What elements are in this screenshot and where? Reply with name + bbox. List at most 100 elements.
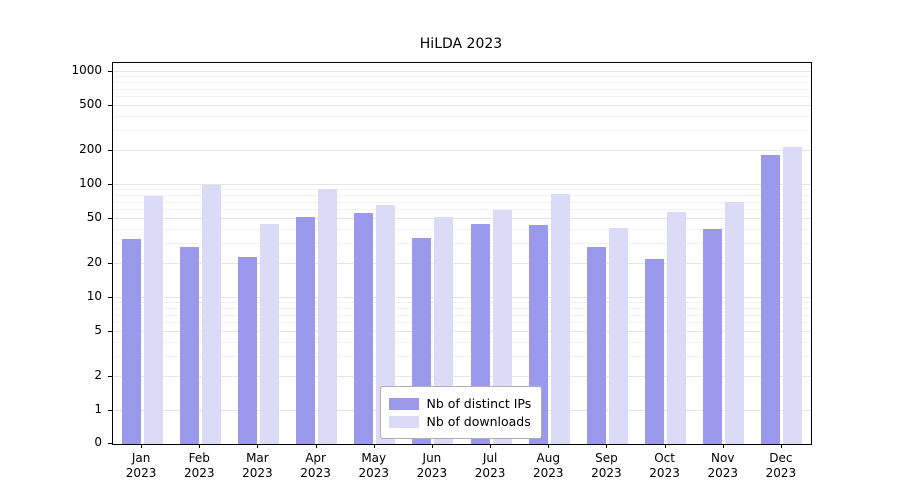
major-gridline (113, 184, 811, 185)
bar-distinct-ips (179, 247, 199, 444)
y-tick-mark (108, 149, 112, 151)
bar-distinct-ips (645, 259, 665, 444)
x-tick-year: 2023 (532, 466, 564, 480)
x-tick-month: Aug (536, 451, 560, 465)
major-gridline (113, 331, 811, 333)
minor-gridline (113, 341, 811, 343)
bar-downloads (201, 185, 221, 444)
minor-gridline (113, 189, 811, 191)
y-tick-label: 2 (94, 367, 102, 382)
bar-distinct-ips (354, 212, 374, 444)
x-tick-mark (431, 444, 433, 448)
x-tick-mark (199, 444, 201, 448)
major-gridline (113, 71, 811, 72)
y-tick-label: 10 (86, 289, 102, 303)
bar-distinct-ips (121, 239, 141, 444)
plot-area (112, 62, 812, 445)
bar-distinct-ips (586, 247, 606, 444)
y-tick-mark (108, 331, 112, 333)
legend-item: Nb of distinct IPs (388, 396, 532, 411)
x-tick-month: Dec (769, 451, 793, 465)
bar-downloads (259, 224, 279, 444)
x-tick-mark (780, 444, 782, 448)
x-tick-label: May 2023 (345, 451, 403, 481)
bar-downloads (667, 211, 687, 444)
x-tick-month: Nov (711, 451, 735, 465)
x-tick-year: 2023 (125, 466, 157, 480)
x-tick-label: Jul 2023 (461, 451, 519, 481)
y-tick-label: 1000 (71, 63, 102, 77)
minor-gridline (113, 115, 811, 117)
minor-gridline (113, 194, 811, 196)
x-tick-label: Jan 2023 (112, 451, 170, 481)
bar-distinct-ips (237, 257, 257, 444)
x-tick-label: Dec 2023 (752, 451, 810, 481)
legend-swatch (388, 397, 419, 410)
chart-title: HiLDA 2023 (419, 36, 503, 52)
bar-downloads (376, 204, 396, 444)
y-tick-mark (108, 375, 112, 377)
y-tick-label: 5 (94, 323, 102, 338)
y-tick-mark (108, 297, 112, 298)
bar-downloads (550, 194, 570, 444)
x-tick-label: Oct 2023 (636, 451, 694, 481)
major-gridline (113, 105, 811, 107)
x-tick-month: Mar (246, 451, 269, 465)
major-gridline (113, 149, 811, 151)
x-tick-label: Apr 2023 (287, 451, 345, 481)
legend: Nb of distinct IPs Nb of downloads (379, 386, 543, 439)
x-tick-month: Sep (595, 451, 618, 465)
minor-gridline (113, 243, 811, 245)
y-tick-mark (108, 105, 112, 107)
y-tick-label: 1 (94, 402, 102, 416)
y-tick-mark (108, 443, 112, 444)
bar-downloads (608, 227, 628, 444)
x-tick-mark (257, 444, 259, 448)
bar-downloads (783, 147, 803, 444)
x-tick-month: Jul (482, 451, 498, 465)
legend-item: Nb of downloads (388, 414, 532, 429)
bar-downloads (318, 189, 338, 444)
x-tick-mark (664, 444, 666, 448)
x-tick-month: Feb (188, 451, 210, 465)
minor-gridline (113, 88, 811, 90)
x-tick-month: Jun (422, 451, 442, 465)
legend-label: Nb of distinct IPs (426, 396, 532, 411)
bar-distinct-ips (703, 228, 723, 444)
minor-gridline (113, 201, 811, 203)
x-tick-mark (548, 444, 550, 448)
legend-label: Nb of downloads (426, 414, 531, 429)
minor-gridline (113, 322, 811, 324)
x-tick-label: Sep 2023 (577, 451, 635, 481)
minor-gridline (113, 302, 811, 304)
y-tick-label: 100 (79, 176, 102, 190)
y-tick-label: 200 (79, 141, 102, 156)
y-tick-label: 20 (86, 254, 102, 269)
major-gridline (113, 375, 811, 377)
x-tick-year: 2023 (183, 466, 215, 480)
x-tick-year: 2023 (707, 466, 738, 480)
y-tick-label: 0 (94, 435, 102, 449)
major-gridline (113, 262, 811, 264)
x-tick-label: Mar 2023 (228, 451, 286, 481)
x-tick-year: 2023 (358, 466, 389, 480)
bar-downloads (143, 195, 163, 444)
minor-gridline (113, 130, 811, 132)
minor-gridline (113, 356, 811, 358)
x-tick-label: Feb 2023 (170, 451, 228, 481)
minor-gridline (113, 314, 811, 316)
x-tick-mark (606, 444, 608, 448)
x-tick-label: Jun 2023 (403, 451, 461, 481)
major-gridline (113, 218, 811, 220)
bar-downloads (492, 210, 512, 444)
minor-gridline (113, 81, 811, 83)
x-tick-mark (373, 444, 375, 448)
x-tick-month: May (361, 451, 387, 465)
x-tick-label: Aug 2023 (519, 451, 577, 481)
x-tick-month: Apr (305, 451, 326, 465)
y-tick-mark (108, 218, 112, 220)
x-tick-year: 2023 (765, 466, 797, 480)
y-tick-mark (108, 262, 112, 264)
x-tick-label: Nov 2023 (694, 451, 752, 481)
